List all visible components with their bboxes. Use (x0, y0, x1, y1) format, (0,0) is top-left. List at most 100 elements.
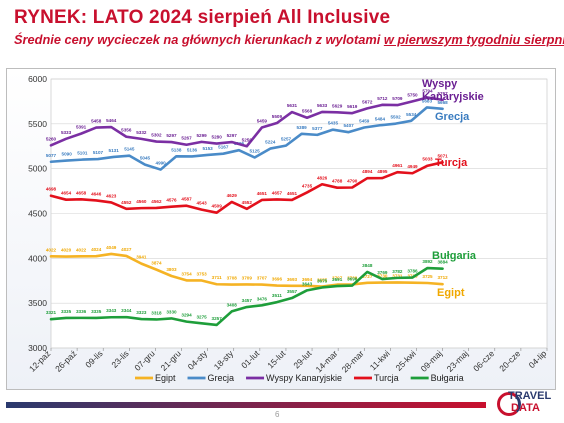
data-label-wyspy-kanaryjskie: 5297 (166, 133, 177, 138)
x-tick-label: 06-cze (471, 348, 496, 373)
logo-line2: DATA (511, 402, 540, 414)
data-label-grecja: 5683 (422, 98, 433, 103)
data-label-wyspy-kanaryjskie: 5767 (437, 91, 448, 96)
data-label-wyspy-kanaryjskie: 5333 (61, 130, 72, 135)
data-label-turcja: 4509 (212, 204, 223, 209)
series-line-wyspy-kanaryjskie (49, 96, 444, 148)
data-label-wyspy-kanaryjskie: 5631 (287, 103, 298, 108)
data-label-egipt: 3941 (136, 255, 147, 260)
y-tick-label: 3500 (28, 298, 47, 308)
data-label-wyspy-kanaryjskie: 5629 (332, 103, 343, 108)
data-label-egipt: 3753 (196, 271, 207, 276)
data-label-bulgaria: 3294 (181, 313, 192, 318)
data-label-grecja: 5107 (93, 150, 104, 155)
data-label-wyspy-kanaryjskie: 5509 (272, 114, 283, 119)
data-label-wyspy-kanaryjskie: 5794 (422, 88, 433, 93)
data-label-wyspy-kanaryjskie: 5568 (302, 109, 313, 114)
data-label-wyspy-kanaryjskie: 5672 (362, 99, 373, 104)
data-label-bulgaria: 3696 (347, 277, 358, 282)
travel-data-logo: TRAVEL DATA (497, 390, 559, 420)
data-label-grecja: 5407 (343, 123, 354, 128)
x-tick-label: 23-lis (109, 348, 130, 369)
series-annotation-egipt: Egipt (437, 287, 465, 299)
data-label-turcja: 4552 (121, 200, 132, 205)
data-label-grecja: 5668 (437, 100, 448, 105)
x-tick-label: 26-paź (53, 348, 78, 373)
data-label-turcja: 4961 (392, 163, 403, 168)
data-label-grecja: 5136 (187, 147, 198, 152)
data-label-bulgaria: 3691 (332, 277, 343, 282)
x-tick-label: 04-sty (186, 348, 210, 372)
data-label-grecja: 5090 (62, 152, 73, 157)
x-tick-label: 04-lip (527, 348, 549, 370)
data-label-wyspy-kanaryjskie: 5299 (196, 133, 207, 138)
data-label-grecja: 5502 (390, 115, 401, 120)
data-label-grecja: 5045 (140, 156, 151, 161)
data-label-egipt: 3803 (166, 267, 177, 272)
y-tick-label: 5500 (28, 119, 47, 129)
data-label-bulgaria: 3769 (377, 270, 388, 275)
data-label-egipt: 3727 (362, 274, 373, 279)
data-label-wyspy-kanaryjskie: 5332 (136, 130, 147, 135)
data-label-bulgaria: 3884 (437, 260, 448, 265)
data-label-egipt: 3711 (212, 275, 222, 280)
data-label-bulgaria: 3786 (407, 269, 418, 274)
data-label-bulgaria: 3335 (61, 309, 72, 314)
logo-line1: TRAVEL (508, 390, 552, 402)
data-label-grecja: 5138 (171, 147, 182, 152)
data-label-grecja: 5534 (406, 112, 417, 117)
data-label-turcja: 4543 (196, 201, 207, 206)
data-label-grecja: 5145 (124, 147, 135, 152)
legend-label-wyspy-kanaryjskie: Wyspy Kanaryjskie (266, 373, 342, 383)
data-label-turcja: 4587 (181, 197, 192, 202)
data-label-egipt: 3693 (287, 277, 298, 282)
data-label-bulgaria: 3557 (287, 289, 298, 294)
data-label-grecja: 5377 (312, 126, 323, 131)
data-label-egipt: 3709 (242, 275, 253, 280)
data-label-wyspy-kanaryjskie: 5302 (151, 133, 162, 138)
series-annotation-grecja: Grecja (435, 111, 470, 123)
data-label-turcja: 4560 (136, 199, 147, 204)
data-label-turcja: 5033 (422, 157, 433, 162)
data-label-egipt: 3730 (377, 274, 388, 279)
series-line-egipt (49, 252, 444, 288)
data-label-bulgaria: 3511 (272, 293, 282, 298)
data-label-turcja: 4735 (302, 183, 313, 188)
x-tick-label: 29-lut (291, 348, 314, 371)
data-label-bulgaria: 3408 (227, 302, 238, 307)
series-annotation-turcja: Turcja (435, 157, 468, 169)
data-label-grecja: 5389 (296, 125, 307, 130)
data-label-egipt: 4024 (91, 247, 102, 252)
data-label-wyspy-kanaryjskie: 5267 (181, 136, 192, 141)
x-tick-label: 25-kwi (393, 348, 418, 373)
y-tick-label: 5000 (28, 164, 47, 174)
data-label-egipt: 3685 (317, 278, 328, 283)
data-label-egipt: 3694 (302, 277, 313, 282)
data-label-egipt: 3696 (272, 277, 283, 282)
data-label-wyspy-kanaryjskie: 5297 (227, 133, 238, 138)
y-tick-label: 3000 (28, 343, 47, 353)
data-label-grecja: 5125 (250, 148, 261, 153)
data-label-bulgaria: 3321 (46, 310, 57, 315)
data-label-egipt: 4022 (76, 247, 87, 252)
chart-frame: 3000 3500 4000 4500 5000 5500 6000 12-paź 26-paź… (6, 68, 556, 390)
data-label-egipt: 3754 (181, 271, 192, 276)
series-annotation-wyspy-kanaryjskie: Wyspy (422, 78, 458, 90)
data-label-grecja: 5077 (46, 153, 57, 158)
x-tick-label: 23-maj (445, 348, 471, 374)
data-label-wyspy-kanaryjskie: 5464 (106, 118, 117, 123)
data-label-turcja: 4562 (151, 199, 162, 204)
data-label-turcja: 4698 (46, 187, 57, 192)
y-tick-label: 6000 (28, 74, 47, 84)
data-label-bulgaria: 3323 (136, 310, 147, 315)
data-label-bulgaria: 3257 (212, 316, 223, 321)
data-label-bulgaria: 3675 (317, 278, 328, 283)
series-line-grecja (49, 106, 444, 171)
data-label-grecja: 5484 (375, 116, 386, 121)
data-label-wyspy-kanaryjskie: 5619 (347, 104, 358, 109)
data-label-egipt: 3707 (257, 276, 268, 281)
y-tick-label: 4000 (28, 253, 47, 263)
slide-subtitle: Średnie ceny wycieczek na głównych kieru… (14, 32, 564, 47)
footer-rule (6, 402, 486, 408)
data-label-bulgaria: 3330 (166, 309, 177, 314)
